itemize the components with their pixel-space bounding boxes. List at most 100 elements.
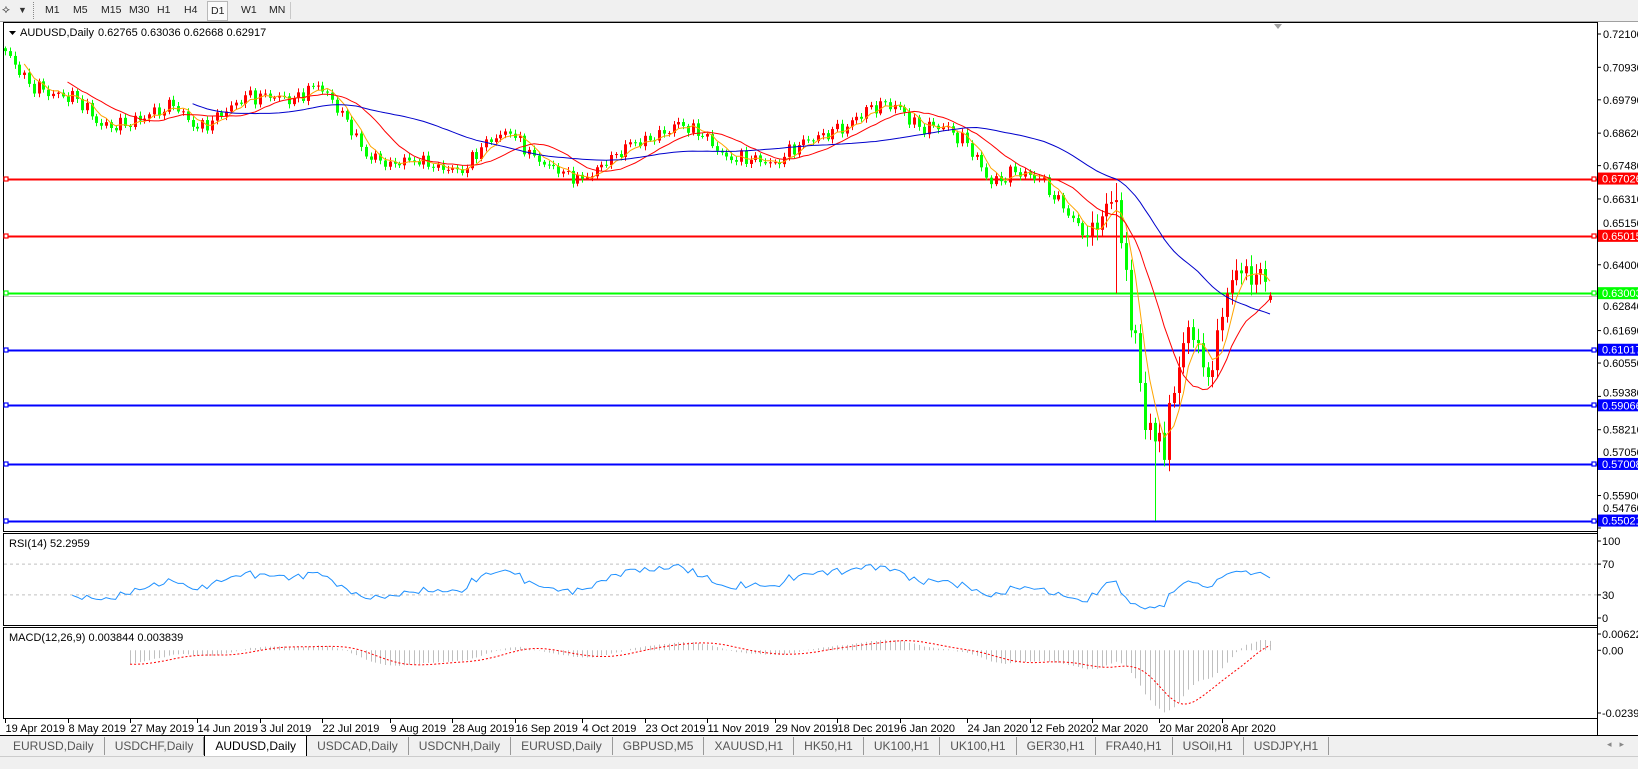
timeframe-button-m30[interactable]: M30 (129, 4, 150, 16)
macd-signal-line (130, 640, 1271, 705)
candle-body (798, 145, 801, 155)
candle-body (894, 104, 897, 110)
candle-body (870, 105, 873, 108)
candle-body (269, 93, 272, 98)
candle-body (1139, 333, 1142, 383)
candle-body (1062, 195, 1065, 209)
timeframe-button-mn[interactable]: MN (269, 4, 286, 16)
candle-body (235, 102, 238, 106)
candle-body (663, 130, 666, 134)
candle-body (1019, 172, 1022, 177)
level-price-tag (1598, 229, 1638, 242)
candle-body (1259, 269, 1262, 275)
chart-tab[interactable]: XAUUSD,H1 (704, 737, 795, 755)
timeframe-button-d1[interactable]: D1 (207, 1, 229, 21)
chart-tab[interactable]: GBPUSD,M5 (613, 737, 705, 755)
candle-body (1115, 200, 1118, 203)
candle-body (71, 91, 74, 102)
chart-tab[interactable]: USDJPY,H1 (1244, 737, 1330, 755)
candle-body (928, 121, 931, 135)
tab-scroll-arrows-icon[interactable]: ◂▸ (1606, 739, 1632, 749)
chart-tab[interactable]: USDCAD,Daily (307, 737, 409, 755)
candle-body (264, 93, 267, 95)
level-anchor-right-handle (1591, 290, 1597, 296)
candle-body (990, 177, 993, 185)
collapse-arrow-icon[interactable] (9, 31, 16, 35)
chart-tab[interactable]: UK100,H1 (940, 737, 1017, 755)
candle-body (1077, 218, 1080, 224)
candle-body (297, 92, 300, 99)
date-tick-label: 22 Jul 2019 (323, 723, 380, 735)
chart-tab[interactable]: EURUSD,Daily (3, 737, 105, 755)
candle-body (182, 111, 185, 113)
candle-body (201, 120, 204, 129)
crosshair-cursor-icon[interactable]: ⟡ (2, 2, 10, 16)
rsi-tick-label: 30 (1602, 590, 1614, 602)
macd-panel-frame (3, 627, 1598, 719)
candle-body (528, 149, 531, 155)
candle-body (447, 169, 450, 171)
candle-body (913, 117, 916, 125)
chart-tab[interactable]: EURUSD,Daily (511, 737, 613, 755)
chart-tab[interactable]: USDCHF,Daily (105, 737, 205, 755)
chart-tab[interactable]: HK50,H1 (794, 737, 864, 755)
timeframe-button-m15[interactable]: M15 (101, 4, 122, 16)
candle-body (586, 176, 589, 179)
candle-body (769, 162, 772, 164)
timeframe-button-h1[interactable]: H1 (157, 4, 171, 16)
candle-body (1231, 280, 1234, 294)
candle-body (764, 162, 767, 164)
chart-tab[interactable]: USOil,H1 (1173, 737, 1244, 755)
candle-body (754, 155, 757, 160)
candle-body (966, 132, 969, 144)
date-tick-label: 18 Dec 2019 (838, 723, 900, 735)
date-tick-label: 19 Apr 2019 (6, 723, 65, 735)
rsi-tick-label: 100 (1602, 536, 1620, 548)
timeframe-button-h4[interactable]: H4 (184, 4, 198, 16)
candle-body (254, 90, 257, 105)
timeframe-button-m5[interactable]: M5 (73, 4, 88, 16)
candle-body (139, 115, 142, 121)
candle-body (14, 55, 17, 65)
level-anchor-left-handle (3, 518, 9, 524)
rsi-label: RSI(14) 52.2959 (9, 538, 90, 550)
chart-tab[interactable]: FRA40,H1 (1096, 737, 1173, 755)
level-anchor-left-handle (3, 233, 9, 239)
candle-body (682, 122, 685, 126)
candle-body (110, 122, 113, 128)
candle-body (23, 72, 26, 75)
chart-tab[interactable]: GER30,H1 (1017, 737, 1096, 755)
timeframe-button-m1[interactable]: M1 (45, 4, 60, 16)
candle-body (523, 135, 526, 155)
level-anchor-right-handle (1591, 402, 1597, 408)
candle-body (244, 95, 247, 104)
chevron-down-icon[interactable]: ▼ (18, 5, 27, 15)
chart-shift-marker-icon[interactable] (1274, 24, 1282, 29)
level-anchor-left-handle (3, 347, 9, 353)
candle-body (365, 146, 368, 157)
candle-body (326, 91, 329, 93)
timeframe-button-w1[interactable]: W1 (241, 4, 257, 16)
candle-body (1120, 200, 1123, 244)
candle-body (1043, 177, 1046, 179)
candle-body (475, 152, 478, 159)
candle-body (1086, 235, 1089, 238)
candle-body (341, 110, 344, 113)
moving-averages (23, 63, 1271, 439)
candle-body (899, 104, 902, 108)
chart-tab[interactable]: AUDUSD,Daily (204, 736, 308, 757)
candle-body (875, 105, 878, 114)
candle-body (124, 117, 127, 127)
date-tick-label: 6 Jan 2020 (901, 723, 955, 735)
candle-body (413, 160, 416, 162)
chart-tab[interactable]: UK100,H1 (864, 737, 941, 755)
candle-body (725, 152, 728, 157)
candle-body (336, 99, 339, 113)
candle-body (158, 107, 161, 116)
chart-tab[interactable]: USDCNH,Daily (409, 737, 512, 755)
candle-body (822, 133, 825, 136)
